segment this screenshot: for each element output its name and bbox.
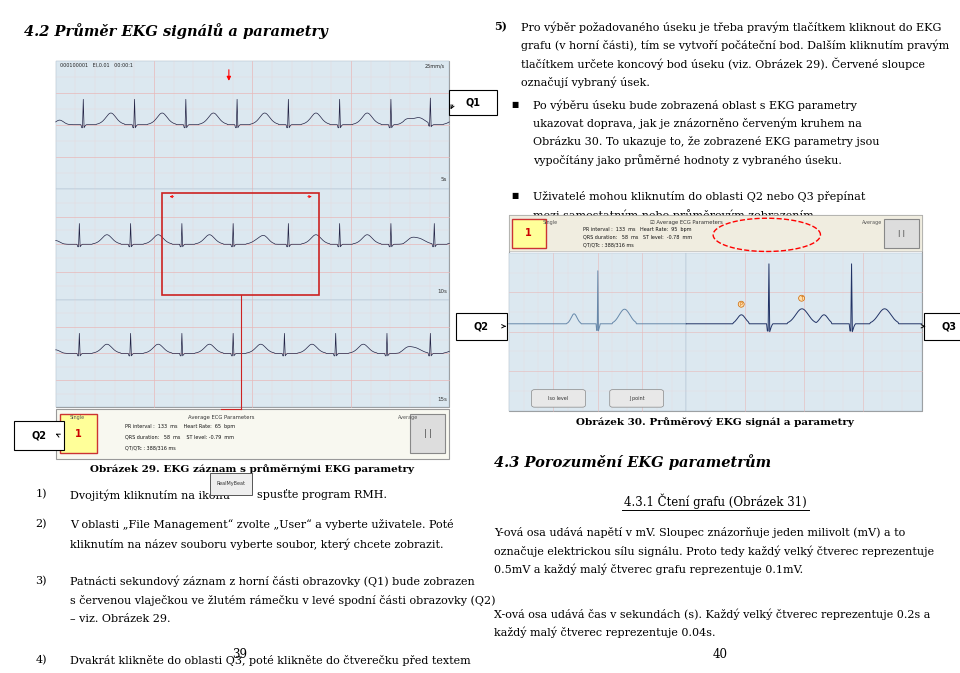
FancyBboxPatch shape bbox=[449, 90, 497, 115]
Text: 0.5mV a každý malý čtverec grafu reprezentuje 0.1mV.: 0.5mV a každý malý čtverec grafu repreze… bbox=[494, 563, 804, 575]
Text: 1): 1) bbox=[36, 489, 47, 499]
Text: 1: 1 bbox=[75, 429, 82, 439]
Text: spusťte program RMH.: spusťte program RMH. bbox=[257, 489, 387, 500]
Text: kliknutím na název souboru vyberte soubor, který chcete zobrazit.: kliknutím na název souboru vyberte soubo… bbox=[70, 538, 444, 550]
Text: P: P bbox=[740, 302, 743, 307]
Text: označuje elektrickou sílu signálu. Proto tedy každý velký čtverec reprezentuje: označuje elektrickou sílu signálu. Proto… bbox=[494, 545, 934, 557]
Text: označují vybraný úsek.: označují vybraný úsek. bbox=[521, 76, 650, 87]
Text: ukazovat doprava, jak je znázorněno červeným kruhem na: ukazovat doprava, jak je znázorněno červ… bbox=[533, 118, 862, 129]
Text: PR interval :  133  ms   Heart Rate:  95  bpm: PR interval : 133 ms Heart Rate: 95 bpm bbox=[583, 227, 691, 232]
Text: 10s: 10s bbox=[438, 289, 447, 294]
FancyBboxPatch shape bbox=[56, 189, 449, 299]
FancyBboxPatch shape bbox=[509, 215, 922, 252]
Text: Obrázku 30. To ukazuje to, že zobrazené EKG parametry jsou: Obrázku 30. To ukazuje to, že zobrazené … bbox=[533, 136, 879, 147]
Text: QRS duration:   58  ms    ST level: -0.79  mm: QRS duration: 58 ms ST level: -0.79 mm bbox=[125, 435, 233, 439]
FancyBboxPatch shape bbox=[883, 219, 919, 248]
Text: T: T bbox=[800, 295, 804, 301]
Text: Q2: Q2 bbox=[32, 431, 47, 441]
Text: 5): 5) bbox=[494, 22, 507, 32]
Text: Dvojitým kliknutím na ikonu: Dvojitým kliknutím na ikonu bbox=[70, 489, 230, 501]
Text: každý malý čtverec reprezentuje 0.04s.: každý malý čtverec reprezentuje 0.04s. bbox=[494, 627, 716, 639]
Text: mezi samostatným nebo průměrovým zobrazením.: mezi samostatným nebo průměrovým zobraze… bbox=[533, 209, 817, 221]
Text: Q1: Q1 bbox=[466, 98, 481, 108]
Text: Obrázek 29. EKG záznam s průměrnými EKG parametry: Obrázek 29. EKG záznam s průměrnými EKG … bbox=[90, 464, 415, 474]
FancyBboxPatch shape bbox=[924, 313, 960, 340]
FancyBboxPatch shape bbox=[210, 473, 252, 495]
FancyBboxPatch shape bbox=[56, 61, 449, 407]
Text: Pro výběr požadovaného úseku je třeba pravým tlačítkem kliknout do EKG: Pro výběr požadovaného úseku je třeba pr… bbox=[521, 22, 942, 33]
Text: 4.3 Porozumění EKG parametrům: 4.3 Porozumění EKG parametrům bbox=[494, 454, 772, 470]
Text: Y-ová osa udává napětí v mV. Sloupec znázorňuje jeden milivolt (mV) a to: Y-ová osa udává napětí v mV. Sloupec zná… bbox=[494, 527, 905, 538]
Text: Average: Average bbox=[397, 415, 418, 419]
Text: Single: Single bbox=[542, 219, 558, 225]
Text: Single: Single bbox=[70, 415, 84, 419]
Text: 15s: 15s bbox=[438, 397, 447, 402]
FancyBboxPatch shape bbox=[410, 414, 445, 454]
Text: 40: 40 bbox=[712, 648, 728, 661]
FancyBboxPatch shape bbox=[456, 313, 507, 340]
Text: 3): 3) bbox=[36, 576, 47, 586]
Text: Dvakrát klikněte do oblasti Q3, poté klikněte do čtverečku před textem: Dvakrát klikněte do oblasti Q3, poté kli… bbox=[70, 655, 470, 666]
FancyBboxPatch shape bbox=[56, 61, 449, 189]
Text: 5s: 5s bbox=[441, 178, 447, 182]
FancyBboxPatch shape bbox=[686, 253, 922, 411]
Text: vypočítány jako průměrné hodnoty z vybraného úseku.: vypočítány jako průměrné hodnoty z vybra… bbox=[533, 154, 842, 166]
Text: Obrázek 30. Průměrový EKG signál a parametry: Obrázek 30. Průměrový EKG signál a param… bbox=[576, 417, 854, 427]
Text: | |: | | bbox=[424, 429, 432, 438]
Text: QRS duration:   58  ms   ST level:  -0.78  mm: QRS duration: 58 ms ST level: -0.78 mm bbox=[583, 235, 692, 240]
Text: Q2: Q2 bbox=[474, 321, 489, 331]
FancyBboxPatch shape bbox=[56, 299, 449, 407]
Text: PR interval :  133  ms    Heart Rate:  65  bpm: PR interval : 133 ms Heart Rate: 65 bpm bbox=[125, 424, 234, 429]
Text: Average ECG Parameters: Average ECG Parameters bbox=[188, 415, 254, 419]
Text: QT/QTc : 388/316 ms: QT/QTc : 388/316 ms bbox=[583, 243, 634, 248]
Text: 4.2 Průměr EKG signálů a parametry: 4.2 Průměr EKG signálů a parametry bbox=[24, 24, 327, 40]
Text: | |: | | bbox=[898, 230, 904, 237]
Text: Po výběru úseku bude zobrazená oblast s EKG parametry: Po výběru úseku bude zobrazená oblast s … bbox=[533, 100, 856, 111]
FancyBboxPatch shape bbox=[532, 390, 586, 407]
Text: grafu (v horní části), tím se vytvoří počáteční bod. Dalším kliknutím pravým: grafu (v horní části), tím se vytvoří po… bbox=[521, 40, 949, 51]
FancyBboxPatch shape bbox=[610, 390, 663, 407]
Text: 2): 2) bbox=[36, 520, 47, 530]
Text: Average: Average bbox=[862, 219, 882, 225]
Text: ■: ■ bbox=[512, 100, 519, 108]
Text: ☑ Average ECG Parameters: ☑ Average ECG Parameters bbox=[650, 219, 723, 225]
Text: J point: J point bbox=[629, 396, 644, 401]
FancyBboxPatch shape bbox=[509, 215, 922, 411]
Text: 4.3.1 Čtení grafu (Obrázek 31): 4.3.1 Čtení grafu (Obrázek 31) bbox=[624, 493, 806, 509]
FancyBboxPatch shape bbox=[509, 253, 686, 411]
Text: 4): 4) bbox=[36, 655, 47, 666]
FancyBboxPatch shape bbox=[56, 409, 449, 459]
FancyBboxPatch shape bbox=[60, 414, 97, 454]
Text: 1: 1 bbox=[525, 228, 532, 238]
Text: Uživatelé mohou kliknutím do oblasti Q2 nebo Q3 přepínat: Uživatelé mohou kliknutím do oblasti Q2 … bbox=[533, 190, 865, 201]
Text: Iso level: Iso level bbox=[548, 396, 568, 401]
FancyBboxPatch shape bbox=[512, 219, 545, 248]
Text: ■: ■ bbox=[512, 190, 519, 199]
Text: 25mm/s: 25mm/s bbox=[424, 63, 444, 68]
Text: s červenou vlaječkou ve žlutém rámečku v levé spodní části obrazovky (Q2): s červenou vlaječkou ve žlutém rámečku v… bbox=[70, 595, 495, 606]
Text: V oblasti „File Management“ zvolte „User“ a vyberte uživatele. Poté: V oblasti „File Management“ zvolte „User… bbox=[70, 520, 454, 530]
Text: Q3: Q3 bbox=[942, 321, 956, 331]
Text: QT/QTc : 388/316 ms: QT/QTc : 388/316 ms bbox=[125, 446, 176, 451]
Text: 39: 39 bbox=[232, 648, 248, 661]
Text: X-ová osa udává čas v sekundách (s). Každý velký čtverec reprezentuje 0.2s a: X-ová osa udává čas v sekundách (s). Kaž… bbox=[494, 608, 931, 621]
Text: – viz. Obrázek 29.: – viz. Obrázek 29. bbox=[70, 614, 171, 624]
FancyBboxPatch shape bbox=[14, 421, 64, 450]
Text: RealMyBeat: RealMyBeat bbox=[217, 481, 246, 487]
Text: Patnácti sekundový záznam z horní části obrazovky (Q1) bude zobrazen: Patnácti sekundový záznam z horní části … bbox=[70, 576, 475, 588]
Text: tlačítkem určete koncový bod úseku (viz. Obrázek 29). Červené sloupce: tlačítkem určete koncový bod úseku (viz.… bbox=[521, 58, 925, 71]
Text: 000100001   EI,0.01   00:00:1: 000100001 EI,0.01 00:00:1 bbox=[60, 63, 133, 68]
